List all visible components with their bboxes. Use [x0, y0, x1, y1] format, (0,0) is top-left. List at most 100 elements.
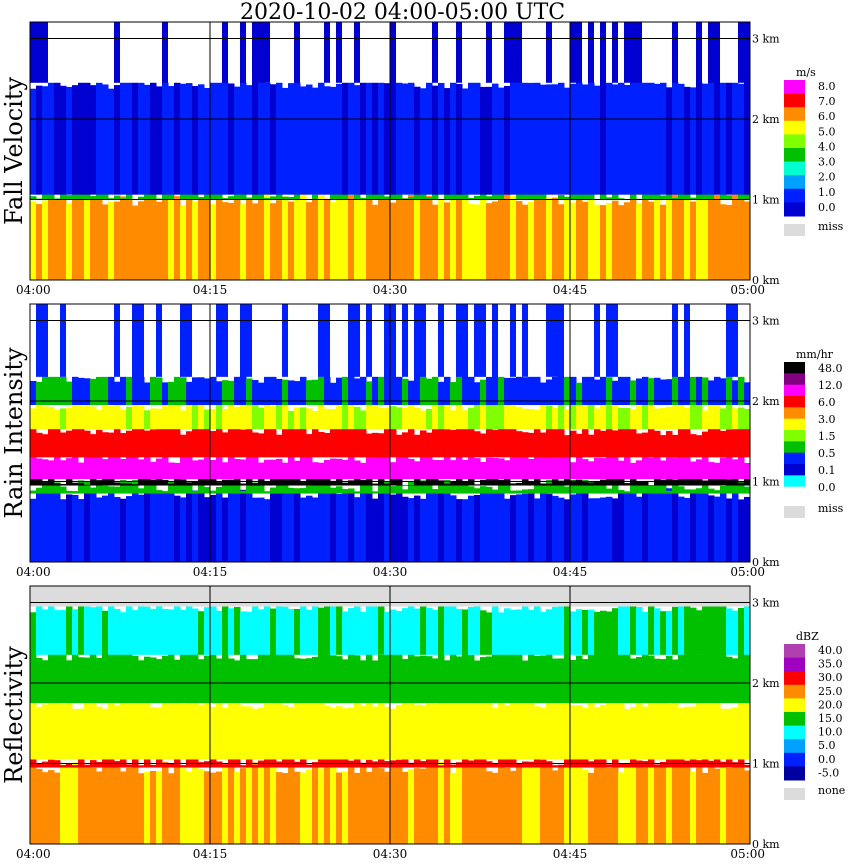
- heatmap-cell: [90, 304, 97, 377]
- heatmap-cell: [240, 586, 247, 607]
- heatmap-cell: [336, 426, 343, 458]
- heatmap-cell: [180, 377, 187, 406]
- heatmap-cell: [372, 376, 379, 406]
- heatmap-cell: [192, 460, 199, 480]
- heatmap-cell: [642, 480, 649, 494]
- heatmap-cell: [612, 654, 619, 704]
- heatmap-cell: [258, 474, 265, 486]
- heatmap-cell: [420, 481, 427, 486]
- heatmap-cell: [60, 199, 67, 280]
- legend-swatch: [784, 486, 805, 499]
- heatmap-cell: [120, 22, 127, 83]
- heatmap-cell: [624, 483, 631, 486]
- heatmap-cell: [342, 482, 349, 486]
- heatmap-cell: [54, 483, 61, 486]
- heatmap-cell: [36, 763, 43, 768]
- heatmap-cell: [462, 304, 469, 377]
- heatmap-cell: [492, 772, 499, 844]
- heatmap-cell: [402, 378, 409, 406]
- heatmap-cell: [432, 204, 439, 280]
- x-tick-label: 04:15: [193, 847, 228, 861]
- heatmap-cell: [282, 379, 289, 406]
- heatmap-cell: [96, 604, 103, 655]
- heatmap-cell: [42, 86, 49, 195]
- heatmap-cell: [558, 304, 565, 377]
- heatmap-cell: [642, 375, 649, 406]
- heatmap-cell: [492, 429, 499, 458]
- heatmap-cell: [660, 204, 667, 280]
- heatmap-cell: [300, 604, 307, 655]
- heatmap-cell: [336, 22, 343, 83]
- heatmap-cell: [498, 479, 505, 494]
- x-tick-label: 04:00: [16, 847, 51, 861]
- legend-label: 4.0: [818, 140, 836, 153]
- heatmap-cell: [168, 483, 175, 486]
- heatmap-cell: [306, 485, 313, 494]
- heatmap-cell: [414, 190, 421, 200]
- heatmap-cell: [330, 761, 337, 844]
- heatmap-cell: [342, 754, 349, 768]
- heatmap-cell: [744, 382, 751, 406]
- heatmap-cell: [492, 478, 499, 486]
- heatmap-cell: [186, 650, 193, 704]
- heatmap-cell: [606, 377, 613, 406]
- heatmap-cell: [84, 602, 91, 655]
- heatmap-cell: [366, 381, 373, 406]
- heatmap-cell: [186, 757, 193, 768]
- heatmap-cell: [96, 409, 103, 430]
- heatmap-cell: [276, 304, 283, 377]
- heatmap-cell: [534, 757, 541, 768]
- heatmap-cell: [690, 474, 697, 486]
- heatmap-cell: [138, 405, 145, 430]
- heatmap-cell: [582, 304, 589, 377]
- heatmap-cell: [282, 304, 289, 377]
- heatmap-cell: [624, 427, 631, 458]
- heatmap-cell: [474, 586, 481, 607]
- heatmap-cell: [450, 460, 457, 480]
- heatmap-cell: [240, 649, 247, 704]
- heatmap-cell: [84, 405, 91, 430]
- heatmap-cell: [654, 22, 661, 83]
- heatmap-cell: [624, 651, 631, 704]
- heatmap-cell: [234, 423, 241, 458]
- heatmap-cell: [462, 481, 469, 486]
- heatmap-cell: [282, 462, 289, 480]
- heatmap-cell: [588, 193, 595, 200]
- heatmap-cell: [474, 488, 481, 494]
- heatmap-cell: [444, 586, 451, 607]
- heatmap-cell: [540, 193, 547, 280]
- heatmap-cell: [276, 484, 283, 494]
- heatmap-cell: [516, 453, 523, 480]
- heatmap-cell: [114, 482, 121, 486]
- heatmap-cell: [342, 492, 349, 562]
- heatmap-cell: [174, 462, 181, 480]
- heatmap-cell: [234, 473, 241, 486]
- heatmap-cell: [510, 451, 517, 480]
- heatmap-cell: [336, 196, 343, 280]
- heatmap-cell: [378, 453, 385, 480]
- heatmap-cell: [480, 490, 487, 562]
- heatmap-cell: [672, 703, 679, 760]
- heatmap-cell: [516, 304, 523, 377]
- heatmap-cell: [162, 455, 169, 480]
- heatmap-cell: [684, 475, 691, 486]
- heatmap-cell: [390, 586, 397, 607]
- heatmap-cell: [258, 481, 265, 494]
- heatmap-cell: [624, 372, 631, 406]
- heatmap-cell: [684, 451, 691, 480]
- heatmap-cell: [666, 379, 673, 406]
- heatmap-cell: [552, 586, 559, 607]
- heatmap-cell: [204, 457, 211, 480]
- heatmap-cell: [204, 655, 211, 704]
- heatmap-cell: [252, 659, 259, 704]
- heatmap-cell: [282, 480, 289, 494]
- heatmap-cell: [66, 458, 73, 480]
- heatmap-cell: [168, 609, 175, 655]
- legend-swatch: [784, 175, 805, 190]
- heatmap-cell: [84, 430, 91, 458]
- heatmap-cell: [438, 304, 445, 377]
- heatmap-cell: [210, 753, 217, 768]
- heatmap-cell: [594, 204, 601, 280]
- heatmap-cell: [534, 474, 541, 486]
- heatmap-cell: [408, 304, 415, 377]
